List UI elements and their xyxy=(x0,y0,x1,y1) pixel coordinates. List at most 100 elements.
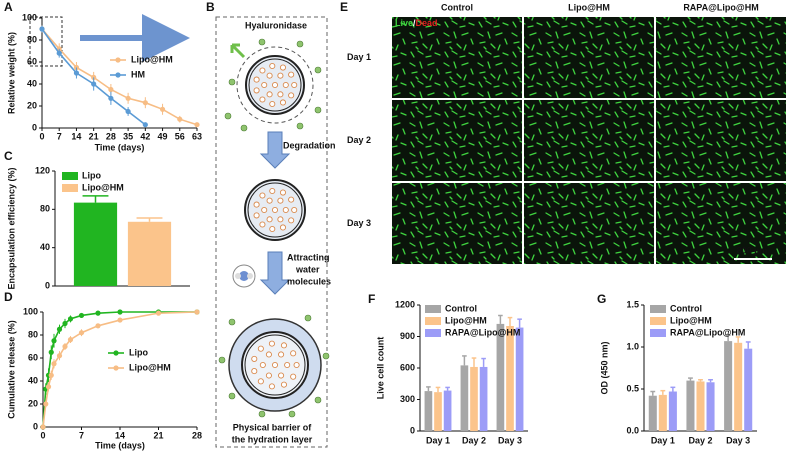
legend-swatch xyxy=(425,305,441,313)
micrograph xyxy=(524,100,654,181)
liposome xyxy=(236,46,314,124)
vesicle xyxy=(261,206,268,214)
data-point xyxy=(78,312,85,319)
y-tick-label: 0 xyxy=(45,280,50,290)
data-point xyxy=(125,95,131,101)
x-axis-label: Time (days) xyxy=(95,440,145,450)
data-point xyxy=(108,86,114,93)
y-tick-label: 1.5 xyxy=(626,299,639,309)
legend-label: Lipo@HM xyxy=(131,54,173,64)
data-point xyxy=(177,116,183,122)
bar xyxy=(648,395,657,431)
y-tick-label: 60 xyxy=(27,56,37,66)
column-header: Control xyxy=(441,2,473,12)
micrograph xyxy=(656,183,786,264)
x-tick-label: 0 xyxy=(40,430,45,440)
vesicle xyxy=(265,372,272,379)
step-label: molecules xyxy=(287,276,331,286)
vesicle xyxy=(279,99,287,106)
y-tick-label: 100 xyxy=(22,12,37,22)
y-tick-label: 0 xyxy=(410,425,415,435)
data-point xyxy=(155,310,162,316)
bar xyxy=(515,327,524,431)
step-arrow xyxy=(259,251,291,295)
row-label: Day 2 xyxy=(347,135,371,145)
data-point xyxy=(40,424,46,430)
legend-label: RAPA@Lipo@HM xyxy=(670,327,745,337)
vesicle xyxy=(279,224,287,231)
x-tick-label: 7 xyxy=(57,131,62,141)
vesicle xyxy=(288,92,295,99)
vesicle xyxy=(268,340,275,347)
y-tick-label: 100 xyxy=(23,306,38,316)
vesicle xyxy=(259,67,266,74)
vesicle xyxy=(251,355,258,362)
vesicle xyxy=(288,217,295,224)
vesicle xyxy=(257,345,264,352)
y-tick-label: 40 xyxy=(40,242,50,252)
liposome xyxy=(247,182,303,238)
legend-label: Lipo xyxy=(82,170,101,180)
micrograph xyxy=(392,100,522,181)
y-tick-label: 600 xyxy=(400,362,415,372)
micrograph xyxy=(656,100,786,181)
data-point xyxy=(142,122,148,128)
y-tick-label: 0 xyxy=(32,122,37,132)
vesicle xyxy=(291,206,298,214)
vesicle xyxy=(291,81,298,89)
data-point xyxy=(95,310,101,316)
y-tick-label: 80 xyxy=(27,34,37,44)
y-axis-label: Encapsulation efficiency (%) xyxy=(6,167,16,289)
scale-bar-label: 800 µm xyxy=(737,245,768,255)
y-axis-label: Relative weight (%) xyxy=(6,32,16,114)
panel-label: B xyxy=(206,0,215,14)
legend-marker xyxy=(115,57,121,63)
y-tick-label: 20 xyxy=(27,100,37,110)
y-tick-label: 0.0 xyxy=(626,425,639,435)
x-tick-label: Day 3 xyxy=(726,435,750,445)
legend-swatch xyxy=(62,184,78,192)
x-tick-label: Day 2 xyxy=(688,435,712,445)
data-point xyxy=(45,384,52,390)
step-label: Degradation xyxy=(283,140,336,150)
liposome xyxy=(248,58,302,112)
data-point xyxy=(108,95,114,101)
y-tick-label: 900 xyxy=(400,331,415,341)
bar xyxy=(479,366,488,431)
panel-label: F xyxy=(368,292,375,306)
stain-label: Live/Dead xyxy=(395,18,438,28)
y-tick-label: 80 xyxy=(28,329,38,339)
legend-label: RAPA@Lipo@HM xyxy=(445,327,520,337)
x-tick-label: 14 xyxy=(71,131,81,141)
y-tick-label: 40 xyxy=(27,78,37,88)
stain-part: / xyxy=(413,18,416,28)
vesicle xyxy=(269,187,276,195)
zoom-box xyxy=(29,16,63,67)
legend-label: Control xyxy=(670,303,702,313)
data-point xyxy=(56,353,63,359)
legend-label: Lipo@HM xyxy=(129,362,171,372)
data-point xyxy=(56,50,62,56)
vesicle xyxy=(253,87,260,94)
vesicle xyxy=(257,378,264,385)
data-point xyxy=(56,326,63,332)
series-line xyxy=(42,311,197,428)
x-tick-label: Day 1 xyxy=(651,435,675,445)
legend-label: Lipo@HM xyxy=(82,182,124,192)
bar xyxy=(470,366,478,431)
x-tick-label: 21 xyxy=(153,430,163,440)
y-axis-label: Cumulative release (%) xyxy=(6,320,16,419)
vesicle xyxy=(261,81,268,89)
data-point xyxy=(117,309,123,315)
vesicle xyxy=(253,76,260,83)
legend-marker xyxy=(115,72,121,78)
data-point xyxy=(43,401,49,407)
data-point xyxy=(39,26,45,32)
vesicle xyxy=(269,100,276,108)
legend-swatch xyxy=(650,305,666,313)
data-point xyxy=(51,361,57,367)
vesicle xyxy=(266,197,273,204)
x-tick-label: 14 xyxy=(115,430,125,440)
step-label: Hyaluronidase xyxy=(245,20,307,30)
vesicle xyxy=(266,91,273,98)
